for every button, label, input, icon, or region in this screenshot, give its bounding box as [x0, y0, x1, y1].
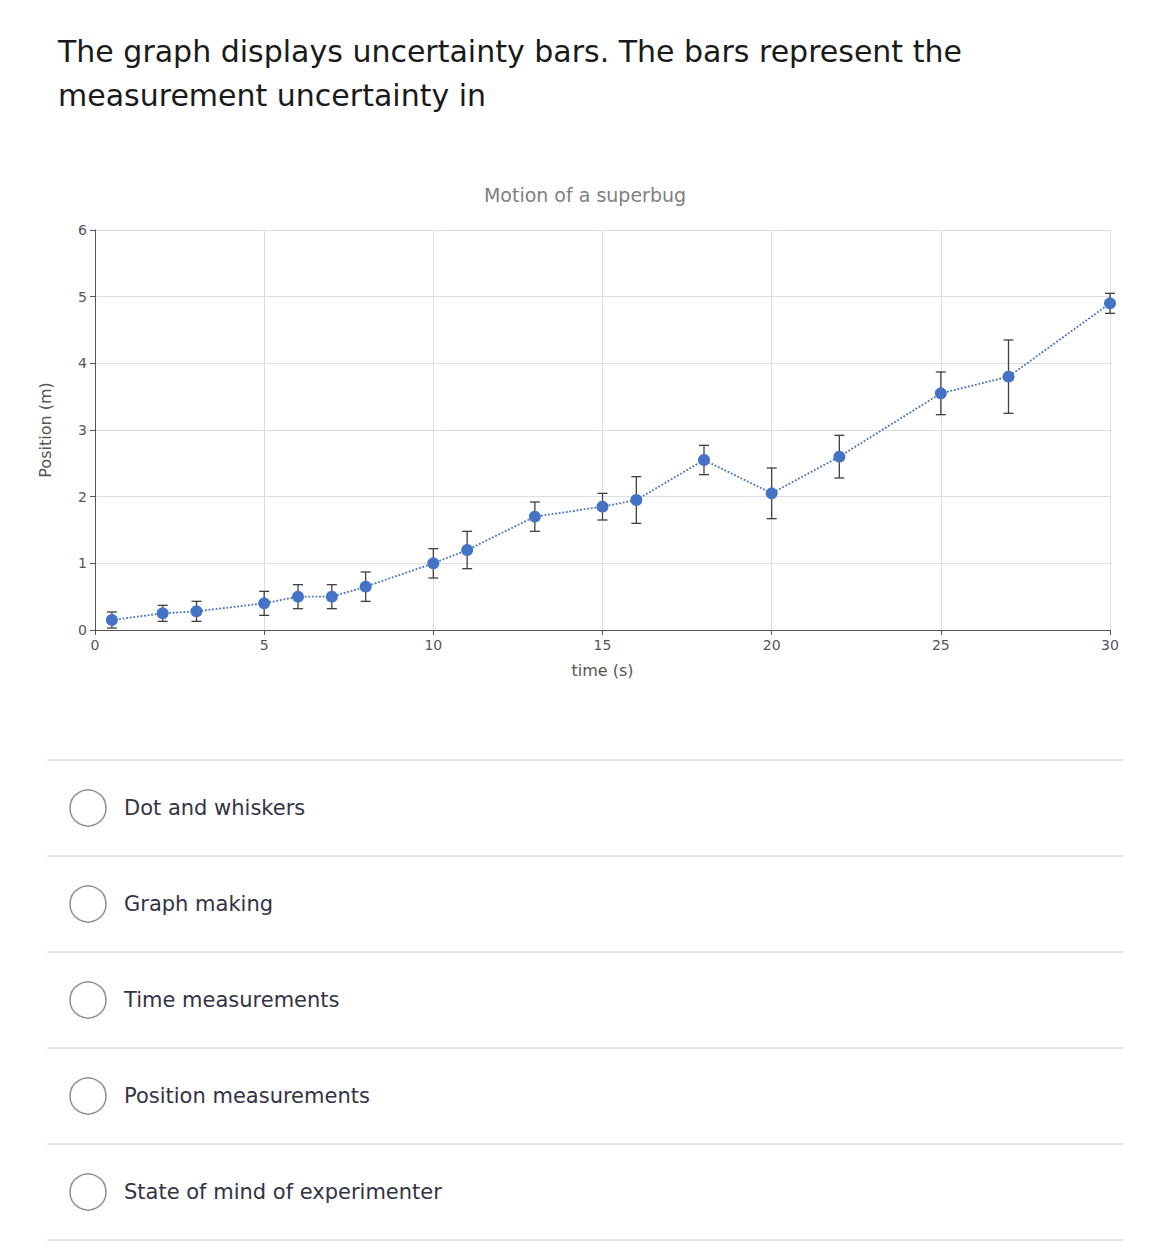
svg-text:Motion of a superbug: Motion of a superbug — [484, 184, 686, 206]
svg-text:1: 1 — [78, 555, 87, 571]
svg-text:measurement uncertainty in: measurement uncertainty in — [58, 78, 486, 113]
svg-text:Graph making: Graph making — [124, 892, 273, 916]
svg-text:Time measurements: Time measurements — [123, 988, 340, 1012]
svg-text:6: 6 — [78, 222, 87, 238]
svg-text:10: 10 — [424, 637, 442, 653]
svg-text:4: 4 — [78, 355, 87, 371]
svg-text:Position (m): Position (m) — [36, 382, 55, 477]
svg-text:15: 15 — [594, 637, 612, 653]
svg-text:Position measurements: Position measurements — [124, 1084, 370, 1108]
svg-text:State of mind of experimenter: State of mind of experimenter — [124, 1180, 442, 1204]
svg-text:20: 20 — [763, 637, 781, 653]
svg-text:0: 0 — [78, 622, 87, 638]
svg-text:25: 25 — [932, 637, 950, 653]
svg-text:time (s): time (s) — [571, 661, 633, 680]
svg-text:Dot and whiskers: Dot and whiskers — [124, 796, 305, 820]
svg-text:2: 2 — [78, 489, 87, 505]
svg-text:The graph displays uncertainty: The graph displays uncertainty bars. The… — [57, 34, 962, 69]
svg-text:0: 0 — [91, 637, 100, 653]
svg-text:30: 30 — [1101, 637, 1119, 653]
svg-text:3: 3 — [78, 422, 87, 438]
svg-text:5: 5 — [78, 289, 87, 305]
svg-text:5: 5 — [260, 637, 269, 653]
